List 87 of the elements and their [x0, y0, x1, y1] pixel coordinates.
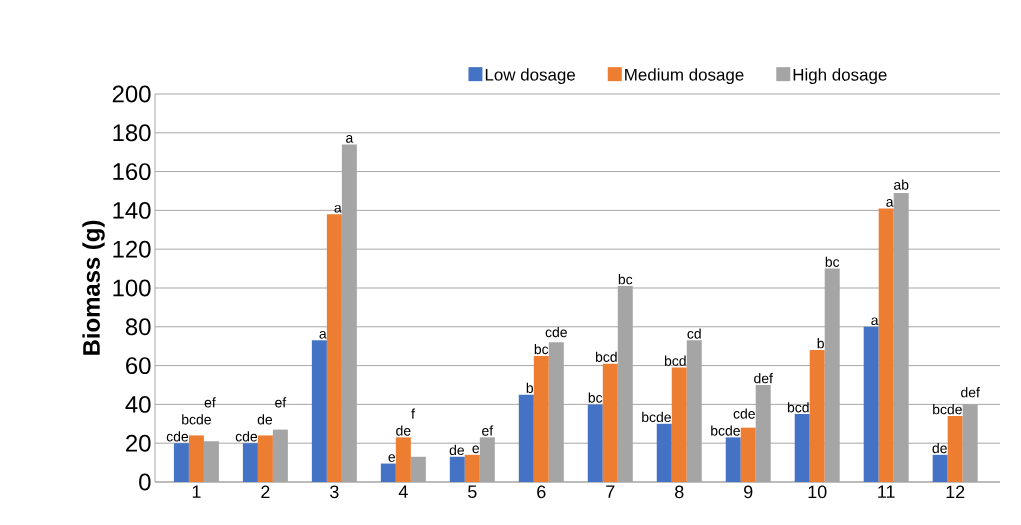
- data-label: a: [346, 135, 354, 143]
- data-label: cde: [166, 431, 189, 442]
- data-label: de: [932, 442, 947, 454]
- data-label: a: [319, 331, 327, 339]
- x-tick-label: 9: [744, 485, 753, 499]
- bar: [725, 437, 741, 482]
- x-tick-label: 10: [808, 485, 827, 499]
- bar: [671, 367, 687, 482]
- data-label: bcd: [664, 355, 686, 366]
- y-tick-label: 80: [125, 318, 151, 336]
- x-tick-label: 4: [398, 485, 408, 498]
- bar: [464, 454, 480, 482]
- bar: [326, 214, 342, 482]
- data-label: bcde: [182, 414, 211, 425]
- y-tick-label: 140: [113, 201, 151, 219]
- y-tick-label: 200: [112, 85, 151, 103]
- bar: [587, 404, 603, 482]
- y-tick-label: 60: [126, 357, 151, 375]
- y-axis-title: Biomass (g): [82, 220, 105, 355]
- data-label: cde: [733, 408, 755, 419]
- y-tick-label: 160: [113, 163, 151, 181]
- x-tick-label: 6: [537, 485, 546, 499]
- x-tick-label: 1: [192, 485, 201, 498]
- bar: [947, 416, 963, 482]
- bar: [449, 456, 465, 482]
- data-label: a: [886, 199, 894, 207]
- data-label: b: [817, 338, 824, 349]
- x-tick-label: 8: [675, 485, 684, 499]
- data-label: f: [411, 408, 415, 419]
- x-tick-label: 7: [606, 485, 615, 498]
- y-tick-label: 20: [126, 434, 151, 452]
- data-label: de: [449, 444, 464, 456]
- data-label: bcde: [933, 404, 962, 415]
- data-label: def: [754, 373, 773, 384]
- bar: [794, 414, 810, 482]
- bar: [380, 463, 396, 482]
- data-label: de: [396, 425, 411, 436]
- data-label: cde: [235, 431, 258, 442]
- data-label: ef: [275, 397, 287, 408]
- data-label: b: [526, 382, 534, 393]
- data-label: e: [388, 454, 396, 462]
- bar: [602, 363, 618, 482]
- data-label: cde: [545, 326, 567, 338]
- x-tick-label: 12: [946, 485, 965, 499]
- bar: [809, 350, 825, 482]
- data-label: bcd: [787, 402, 809, 413]
- data-label: a: [334, 204, 342, 213]
- data-label: bcde: [642, 411, 671, 423]
- y-tick-label: 0: [139, 473, 151, 491]
- bar: [533, 355, 549, 482]
- x-tick-label: 11: [878, 485, 895, 498]
- y-tick-label: 120: [113, 240, 151, 258]
- y-tick-label: 180: [113, 124, 151, 142]
- data-label: e: [472, 445, 479, 454]
- x-tick-label: 3: [330, 485, 339, 499]
- data-label: bc: [825, 256, 840, 267]
- x-tick-label: 5: [468, 485, 477, 499]
- data-label: ab: [894, 179, 909, 190]
- bar: [932, 454, 948, 482]
- y-tick-label: 40: [125, 395, 151, 413]
- bar: [188, 435, 204, 482]
- bar: [395, 437, 411, 482]
- x-tick-label: 2: [261, 485, 270, 499]
- data-label: de: [257, 414, 273, 425]
- data-label: a: [871, 317, 879, 326]
- bar: [656, 423, 672, 482]
- data-label: bc: [534, 343, 549, 355]
- bar: [257, 435, 273, 482]
- data-label: def: [961, 387, 980, 398]
- data-label: bc: [618, 274, 633, 285]
- data-label: bcd: [595, 351, 617, 362]
- bar: [518, 394, 534, 482]
- y-tick-label: 100: [113, 279, 151, 297]
- bar: [740, 427, 756, 482]
- data-label: bcde: [711, 425, 740, 436]
- legend-label: Medium dosage: [625, 68, 744, 85]
- bar: [311, 340, 327, 482]
- bar: [173, 443, 189, 482]
- bar: [863, 326, 879, 482]
- legend-label: High dosage: [793, 68, 887, 85]
- data-label: ef: [482, 425, 494, 436]
- data-label: cd: [687, 328, 701, 339]
- bar: [242, 443, 258, 482]
- bar: [878, 208, 894, 482]
- data-label: ef: [204, 397, 216, 408]
- data-label: bc: [588, 392, 603, 403]
- legend-label: Low dosage: [485, 68, 575, 85]
